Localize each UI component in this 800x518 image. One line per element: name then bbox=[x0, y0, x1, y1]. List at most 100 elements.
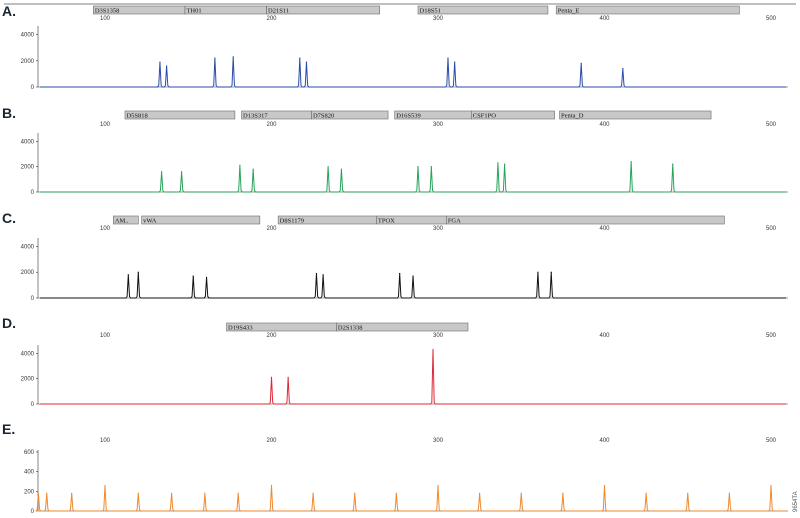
locus-label: CSF1PO bbox=[473, 113, 496, 120]
peak-point bbox=[395, 492, 397, 494]
y-tick-label: 0 bbox=[31, 296, 35, 302]
x-tick-label: 100 bbox=[100, 333, 111, 339]
panel-a: A. D3S1358 TH01 D21S11 D18S51 Penta_E 100 200 30… bbox=[2, 3, 788, 91]
x-tick-label: 100 bbox=[100, 226, 111, 232]
peak-point bbox=[104, 484, 106, 487]
peak-point bbox=[46, 492, 48, 494]
x-tick-label: 300 bbox=[433, 333, 444, 339]
peak-point bbox=[252, 168, 254, 170]
y-tick-label: 4000 bbox=[21, 244, 35, 250]
x-tick-label: 500 bbox=[766, 122, 777, 128]
peak-point bbox=[237, 492, 239, 494]
peak-point bbox=[166, 65, 168, 67]
locus-bar bbox=[559, 110, 712, 120]
peak-point bbox=[239, 164, 241, 166]
figure-code-note: 9654TA bbox=[793, 491, 799, 512]
peak-point bbox=[340, 168, 343, 170]
locus-label: D18S51 bbox=[420, 8, 441, 15]
x-tick-label: 100 bbox=[100, 438, 111, 444]
peak-point bbox=[127, 274, 129, 276]
peak-point bbox=[161, 171, 163, 173]
locus-label: D5S818 bbox=[126, 113, 147, 120]
peak-point bbox=[270, 484, 273, 487]
x-tick-label: 100 bbox=[100, 122, 111, 128]
series-trace bbox=[40, 271, 786, 299]
peak-point bbox=[728, 492, 730, 494]
y-tick-label: 200 bbox=[24, 489, 35, 495]
peak-point bbox=[305, 61, 308, 63]
x-tick-label: 200 bbox=[266, 438, 277, 444]
panel-letter: C. bbox=[2, 210, 16, 226]
peak-point bbox=[137, 492, 139, 494]
peak-point bbox=[622, 68, 624, 70]
x-tick-label: 100 bbox=[100, 16, 111, 22]
panel-c: C. AM.. vWA D8S1179 TPOX FGA 100 200 300 400 500 40… bbox=[2, 210, 788, 302]
peak-point bbox=[645, 492, 647, 494]
peak-point bbox=[687, 492, 689, 494]
series-trace bbox=[35, 484, 786, 512]
locus-bar bbox=[470, 110, 555, 120]
y-tick-label: 2000 bbox=[21, 165, 35, 171]
peak-point bbox=[204, 492, 206, 494]
locus-label: D3S1358 bbox=[95, 8, 120, 15]
y-tick-label: 400 bbox=[24, 470, 35, 476]
peak-point bbox=[580, 62, 582, 64]
peak-point bbox=[504, 163, 506, 165]
x-tick-label: 500 bbox=[766, 438, 777, 444]
panel-letter: D. bbox=[2, 315, 16, 331]
peak-point bbox=[214, 57, 216, 59]
locus-label: D8S1179 bbox=[280, 218, 304, 225]
x-tick-label: 200 bbox=[266, 333, 277, 339]
y-tick-label: 4000 bbox=[21, 33, 35, 39]
peak-point bbox=[447, 57, 449, 59]
locus-bar bbox=[141, 215, 261, 225]
x-tick-label: 500 bbox=[766, 333, 777, 339]
peak-point bbox=[672, 163, 674, 165]
locus-bar bbox=[555, 5, 740, 15]
x-tick-label: 300 bbox=[433, 438, 444, 444]
y-tick-label: 600 bbox=[24, 450, 35, 456]
x-tick-label: 300 bbox=[433, 16, 444, 22]
x-tick-label: 400 bbox=[599, 16, 610, 22]
series-trace bbox=[40, 161, 786, 193]
locus-label: FGA bbox=[448, 218, 461, 225]
x-tick-label: 300 bbox=[433, 226, 444, 232]
panel-letter: E. bbox=[2, 421, 15, 437]
x-tick-label: 400 bbox=[599, 333, 610, 339]
y-tick-label: 0 bbox=[31, 85, 35, 91]
peak-point bbox=[270, 376, 273, 378]
locus-bar bbox=[311, 110, 389, 120]
x-tick-label: 400 bbox=[599, 226, 610, 232]
peak-point bbox=[137, 271, 139, 273]
peak-point bbox=[454, 61, 456, 63]
x-tick-label: 300 bbox=[433, 122, 444, 128]
locus-label: D19S433 bbox=[228, 325, 253, 332]
y-tick-label: 2000 bbox=[21, 270, 35, 276]
peak-point bbox=[497, 162, 499, 164]
peak-point bbox=[312, 492, 314, 494]
series-trace bbox=[40, 56, 786, 88]
peak-point bbox=[37, 492, 40, 494]
panel-letter: A. bbox=[2, 3, 16, 19]
peak-point bbox=[432, 348, 434, 351]
peak-point bbox=[770, 484, 772, 487]
peak-point bbox=[520, 492, 522, 494]
locus-label: D2S1338 bbox=[338, 325, 363, 332]
locus-bar bbox=[113, 215, 139, 225]
panel-b: B. D5S818 D13S317 D7S820 D16S539 CSF1PO Penta_… bbox=[2, 105, 788, 196]
peak-point bbox=[315, 272, 318, 275]
peak-point bbox=[322, 274, 324, 276]
peak-point bbox=[603, 484, 606, 487]
peak-point bbox=[205, 276, 208, 278]
peak-point bbox=[550, 271, 552, 273]
locus-label: TPOX bbox=[378, 218, 395, 225]
locus-bar bbox=[336, 322, 469, 332]
locus-label: Penta_D bbox=[561, 113, 584, 120]
locus-bar bbox=[124, 110, 236, 120]
peak-point bbox=[232, 56, 234, 58]
x-tick-label: 200 bbox=[266, 122, 277, 128]
locus-label: D21S11 bbox=[268, 8, 289, 15]
x-tick-label: 200 bbox=[266, 226, 277, 232]
x-tick-label: 400 bbox=[599, 438, 610, 444]
locus-label: TH01 bbox=[186, 8, 201, 15]
